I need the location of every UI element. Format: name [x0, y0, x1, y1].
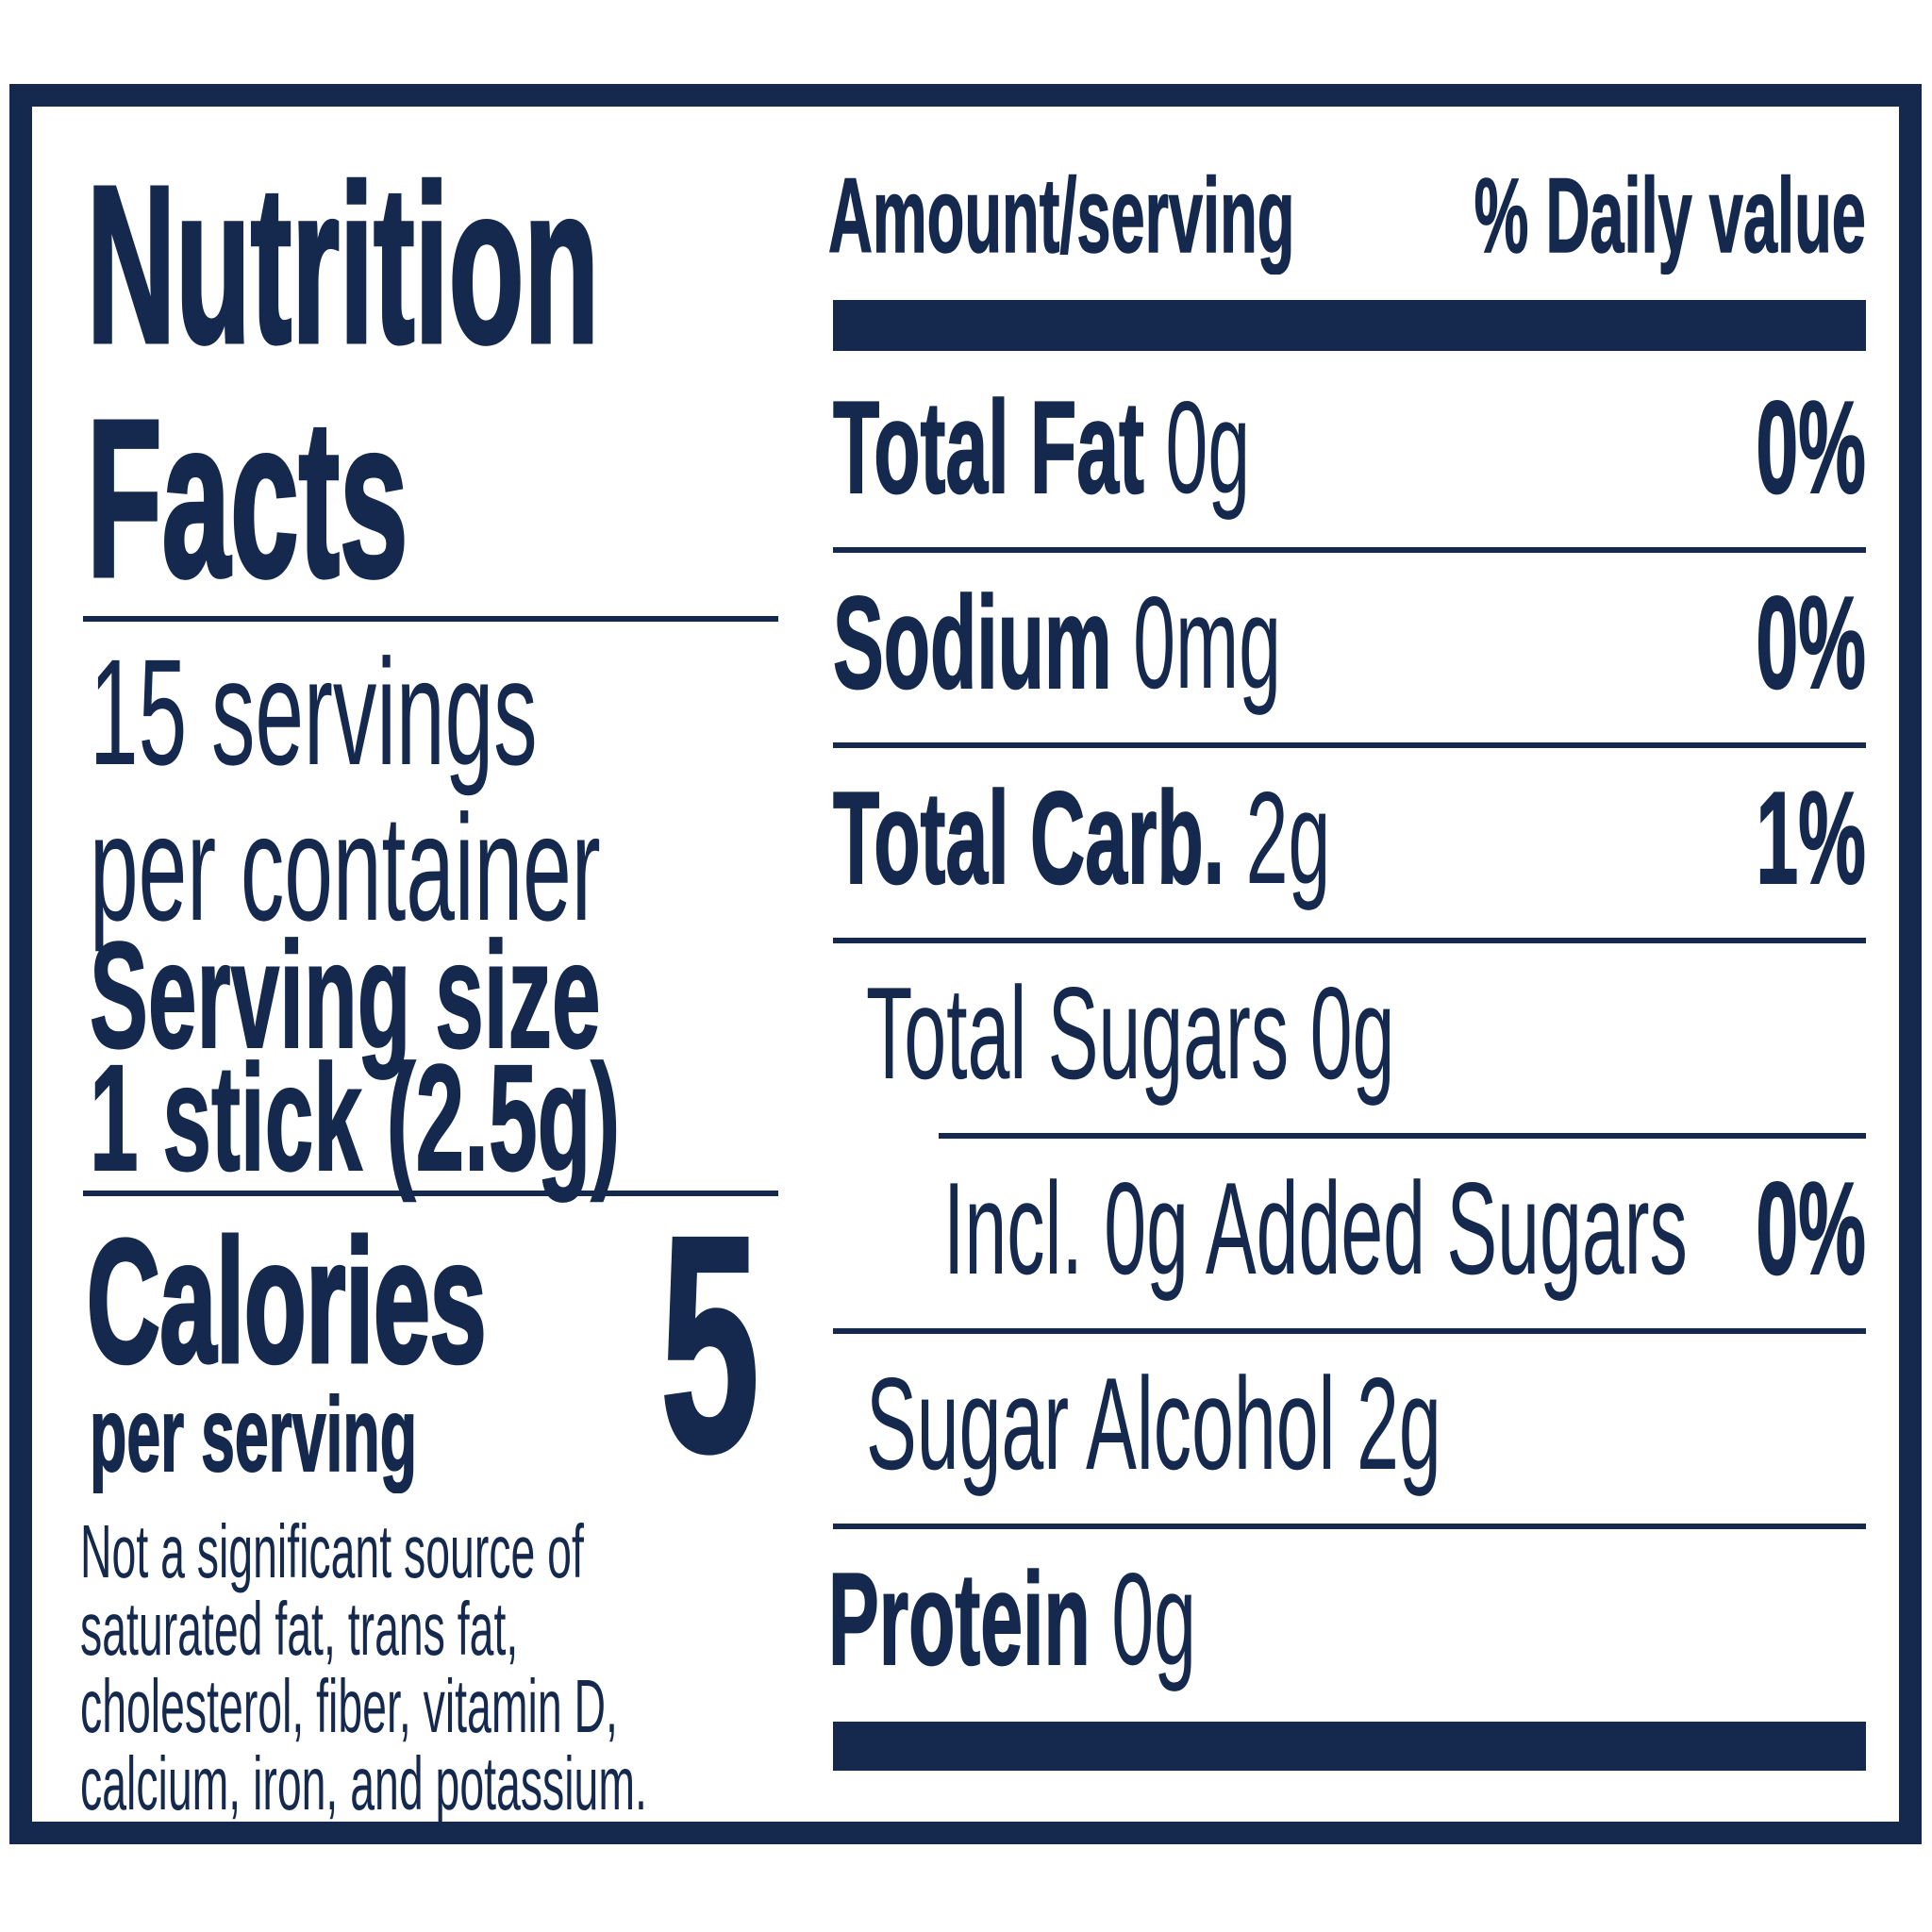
column-header-daily-value: % Daily value — [1474, 157, 1866, 275]
row-divider-2 — [833, 742, 1866, 748]
row-sugar-alcohol: Sugar Alcohol 2g — [866, 1351, 1441, 1497]
calories-sublabel: per serving — [89, 1376, 418, 1493]
row-sodium: Sodium 0mg — [832, 570, 1282, 716]
footnote-line-4: calcium, iron, and potassium. — [80, 1741, 647, 1825]
left-divider-under-title — [83, 616, 778, 622]
row-divider-5 — [833, 1328, 1866, 1334]
footnote-line-3: cholesterol, fiber, vitamin D, — [80, 1664, 618, 1748]
row-sodium-dv: 0% — [1756, 570, 1867, 716]
row-added-sugars: Incl. 0g Added Sugars — [943, 1156, 1688, 1302]
servings-per-container-line1: 15 servings — [90, 627, 538, 796]
calories-label: Calories — [86, 1205, 488, 1399]
row-total-sugars: Total Sugars 0g — [866, 960, 1395, 1107]
servings-per-container-line2: per container — [90, 783, 601, 952]
column-header-amount-serving: Amount/serving — [828, 157, 1295, 275]
row-divider-3 — [833, 938, 1866, 943]
row-divider-6 — [833, 1524, 1866, 1529]
row-total-fat: Total Fat 0g — [832, 375, 1251, 521]
serving-size-label: Serving size — [89, 910, 601, 1079]
footnote-line-2: saturated fat, trans fat, — [80, 1587, 519, 1671]
label-title-line1: Nutrition — [86, 140, 601, 390]
table-header-bar — [833, 300, 1866, 351]
row-divider-4-indented — [939, 1133, 1866, 1139]
row-total-carb-dv: 1% — [1756, 765, 1867, 911]
row-added-sugars-dv: 0% — [1756, 1156, 1867, 1302]
row-total-fat-dv: 0% — [1756, 375, 1867, 521]
serving-size-value: 1 stick (2.5g) — [89, 1033, 621, 1202]
row-protein: Protein 0g — [827, 1546, 1196, 1692]
label-title-line2: Facts — [86, 374, 409, 624]
row-divider-1 — [833, 547, 1866, 553]
label-border — [9, 84, 1922, 1844]
table-footer-bar — [833, 1722, 1866, 1771]
footnote-line-1: Not a significant source of — [80, 1509, 584, 1593]
row-total-carb: Total Carb. 2g — [832, 765, 1331, 911]
left-divider-above-calories — [83, 1191, 778, 1196]
calories-value: 5 — [659, 1173, 761, 1515]
